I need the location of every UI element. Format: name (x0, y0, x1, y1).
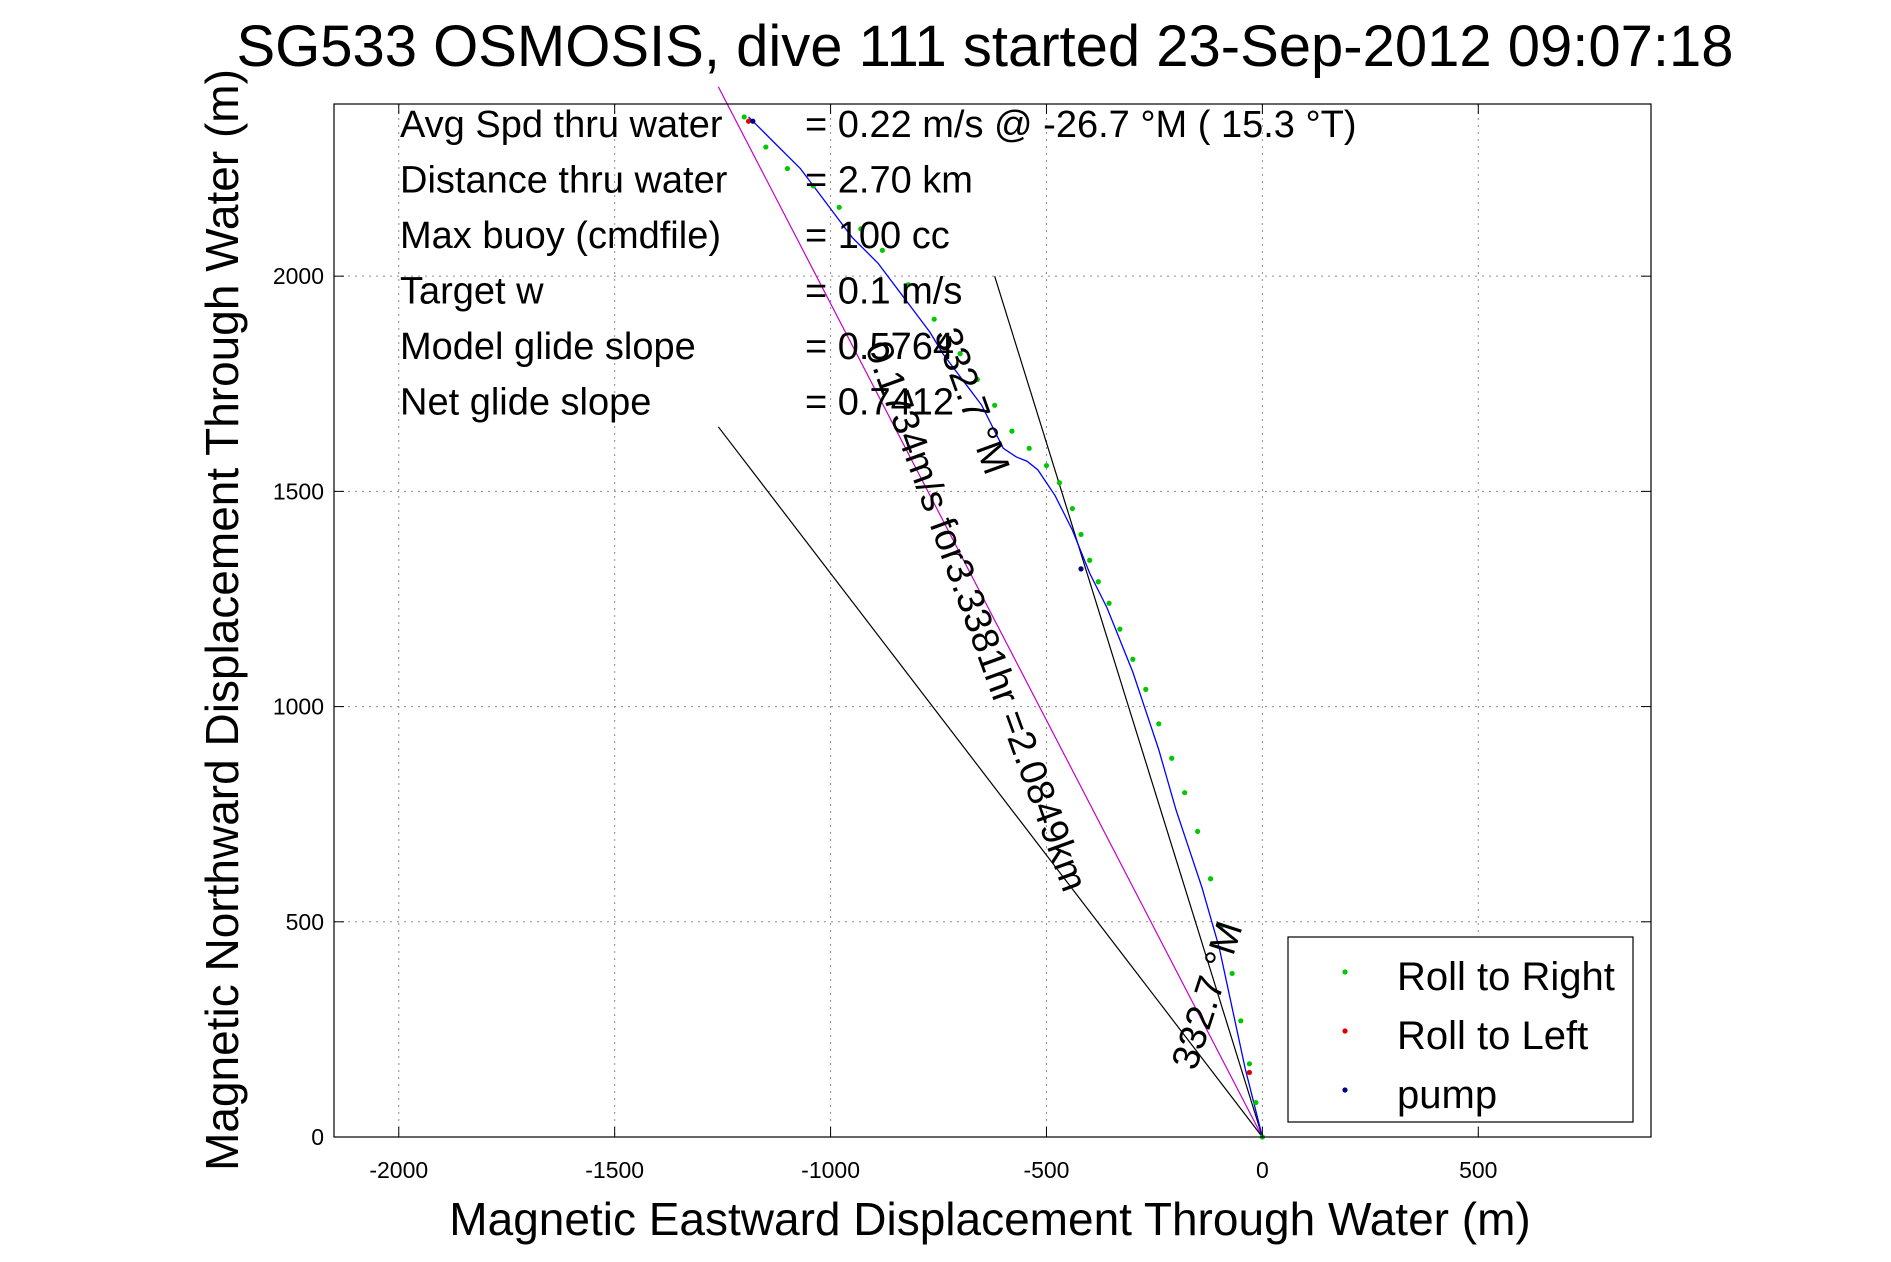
legend-label: Roll to Left (1397, 1014, 1588, 1058)
tick-labels: -2000 -1500 -1000 -500 0 500 0 500 1000 1500 2000 (273, 104, 1651, 1183)
x-tick-label: -1500 (585, 1157, 644, 1183)
y-tick-label: 2000 (273, 263, 324, 289)
series-0-point (1229, 970, 1235, 977)
series-0-point (1253, 1099, 1259, 1106)
info-value: = 0.7412 (805, 382, 954, 424)
reference-line (994, 275, 1263, 1138)
series-0-point (1078, 531, 1084, 538)
series-0-point (1238, 1018, 1244, 1024)
series-1-point (1246, 1069, 1253, 1076)
x-tick-label: -2000 (369, 1157, 428, 1183)
series-0-point (741, 114, 747, 120)
series-0-point (1056, 480, 1063, 486)
info-label: Distance thru water (400, 160, 728, 202)
series-0-point (1169, 755, 1175, 761)
series-2-point (750, 118, 756, 124)
reference-line (717, 426, 1263, 1138)
legend-marker (1342, 1028, 1348, 1034)
series-0-point (905, 282, 911, 288)
series-0-point (974, 376, 980, 383)
y-tick-label: 500 (286, 909, 324, 935)
series-0-point (1087, 557, 1093, 563)
series-1-point (745, 118, 752, 124)
info-label: Net glide slope (400, 382, 651, 424)
series-0-point (1095, 579, 1101, 585)
series-0-point (858, 226, 864, 232)
info-panel: Avg Spd thru water = 0.22 m/s @ -26.7 °M … (400, 104, 1357, 424)
series-0-point (1246, 1061, 1253, 1067)
series-0-point (1009, 428, 1015, 434)
series-0-point (879, 247, 885, 253)
legend-label: Roll to Right (1397, 955, 1615, 999)
info-label: Target w (400, 271, 544, 313)
x-axis-label: Magnetic Eastward Displacement Through W… (449, 1193, 1530, 1245)
plot-area-frame (333, 103, 1652, 1138)
series-0-point (1143, 686, 1149, 692)
track-line (748, 116, 1264, 1138)
series-0-point (1182, 790, 1188, 796)
x-tick-label: -500 (1023, 1157, 1069, 1183)
info-value: = 0.1 m/s (805, 271, 962, 313)
legend-marker (1342, 969, 1348, 975)
series-0-point (1207, 876, 1214, 882)
info-value: = 0.5764 (805, 326, 954, 368)
series-0-point (810, 183, 816, 189)
series-0-point (1156, 721, 1162, 727)
series-0-point (1130, 656, 1136, 662)
info-label: Max buoy (cmdfile) (400, 215, 721, 257)
info-value: = 2.70 km (805, 160, 973, 202)
series-0-point (1069, 505, 1075, 512)
y-tick-label: 1500 (273, 478, 324, 504)
y-tick-label: 0 (311, 1124, 324, 1150)
x-tick-label: 0 (1256, 1157, 1269, 1183)
x-tick-label: 500 (1459, 1157, 1497, 1183)
marker-layer (741, 114, 1265, 1140)
info-label: Avg Spd thru water (400, 104, 723, 146)
y-axis-label: Magnetic Northward Displacement Through … (196, 69, 248, 1171)
legend-label: pump (1397, 1073, 1497, 1117)
annotation-heading-lower: 332.7 °M (1164, 917, 1251, 1075)
y-tick-label: 1000 (273, 694, 324, 720)
legend-marker (1342, 1087, 1348, 1093)
x-tick-label: -1000 (801, 1157, 860, 1183)
series-0-point (1195, 828, 1201, 835)
series-0-point (957, 351, 963, 357)
info-value: = 100 cc (805, 215, 950, 257)
series-0-point (1106, 600, 1112, 606)
series-0-point (992, 402, 998, 408)
series-0-point (784, 165, 790, 172)
series-0-point (763, 144, 769, 150)
series-0-point (1218, 923, 1224, 929)
series-0-point (1117, 626, 1123, 632)
info-label: Model glide slope (400, 326, 696, 368)
reference-lines (717, 86, 1263, 1138)
series-0-point (1026, 445, 1032, 451)
legend: Roll to Right Roll to Left pump (1287, 936, 1634, 1123)
reference-line (717, 86, 1263, 1138)
series-0-point (836, 204, 842, 210)
info-value: = 0.22 m/s @ -26.7 °M ( 15.3 °T) (805, 104, 1357, 146)
series-2-point (1078, 566, 1084, 572)
series-0-point (931, 316, 937, 322)
track-layer (748, 116, 1264, 1138)
chart-title: SG533 OSMOSIS, dive 111 started 23-Sep-2… (236, 14, 1733, 79)
series-0-point (1043, 462, 1050, 469)
